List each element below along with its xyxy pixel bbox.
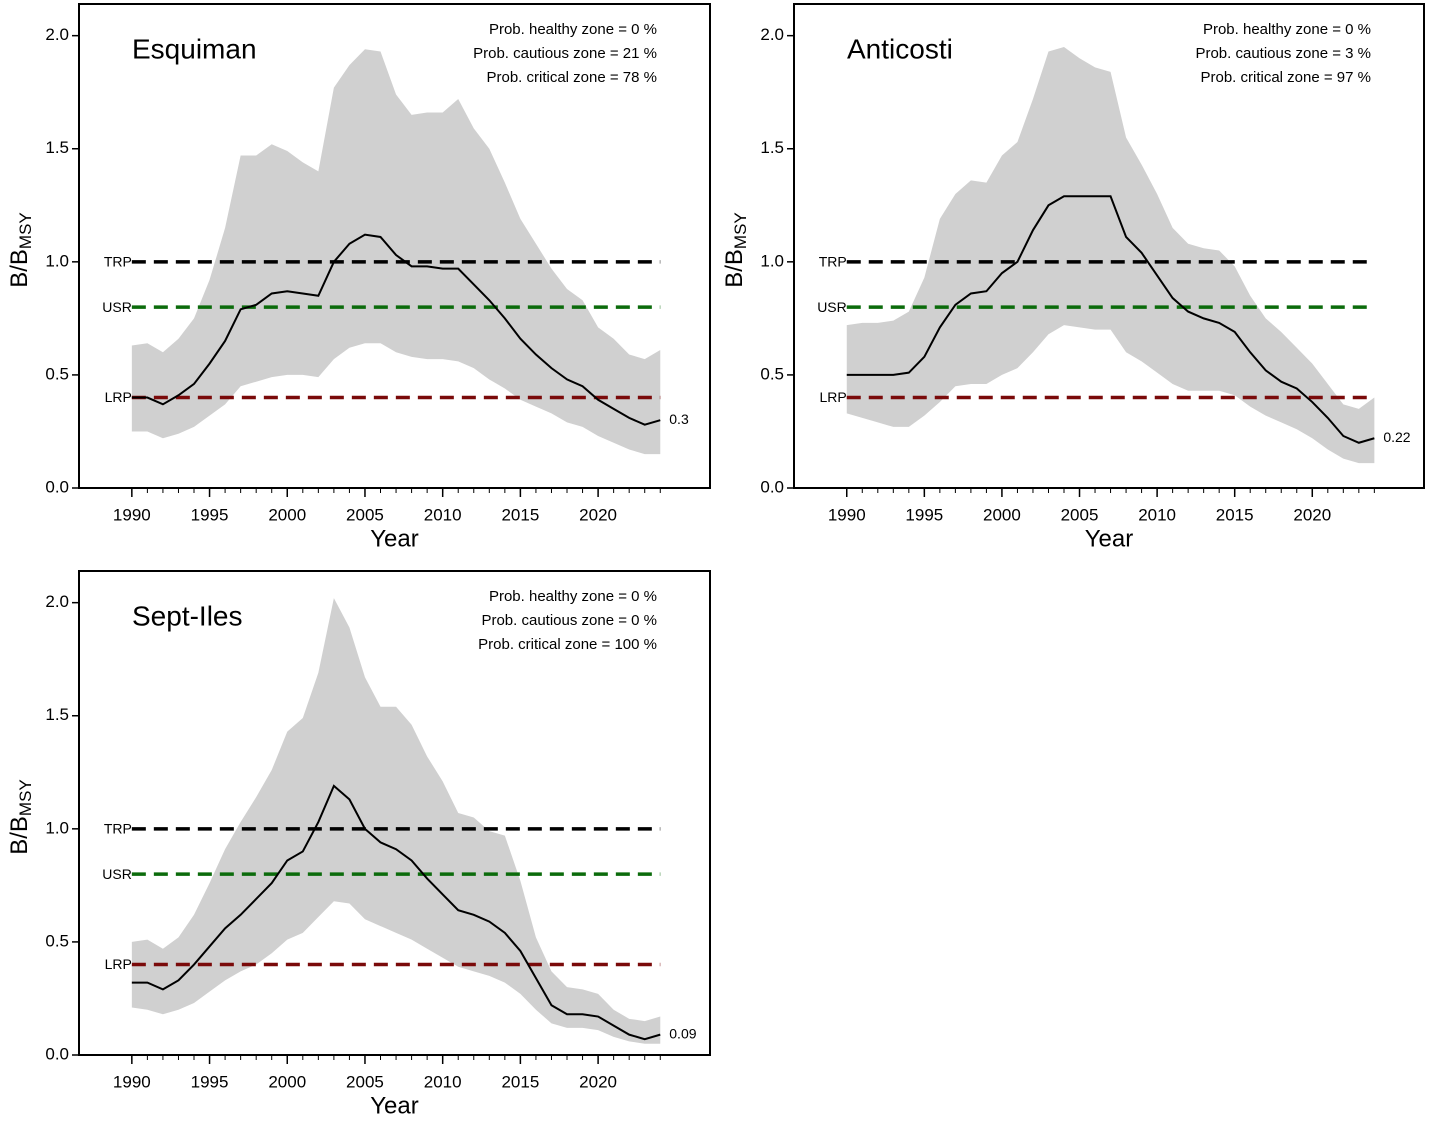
plot-frame — [793, 3, 1425, 489]
zone-probability: Prob. cautious zone = 21 % — [473, 45, 657, 62]
x-tick-label: 2020 — [579, 1072, 617, 1091]
end-label: 0.3 — [669, 411, 689, 427]
y-tick-label: 0.5 — [45, 931, 69, 950]
panel: TRP USR LRP 0.09 0.0 0.5 1.0 1.5 2.0 1990 1995 2000… — [6, 570, 711, 1119]
plot-frame — [78, 570, 711, 1056]
y-axis-label: B/BMSY — [721, 212, 750, 288]
x-axis-label: Year — [1085, 525, 1134, 552]
x-tick-label: 2005 — [1061, 505, 1099, 524]
plot-frame — [78, 3, 711, 489]
y-tick-label: 1.5 — [760, 138, 784, 157]
x-tick-label: 1990 — [113, 505, 151, 524]
x-tick-label: 2010 — [1138, 505, 1176, 524]
y-tick-label: 0.0 — [760, 477, 784, 496]
panel-title: Anticosti — [847, 33, 953, 64]
zone-probability: Prob. healthy zone = 0 % — [489, 588, 657, 605]
reference-label: USR — [817, 299, 847, 315]
y-axis-label-main: B/B — [6, 249, 33, 288]
y-tick-label: 2.0 — [45, 592, 69, 611]
x-tick-label: 1995 — [191, 505, 229, 524]
y-axis-label-main: B/B — [6, 816, 33, 855]
x-tick-label: 2010 — [424, 1072, 462, 1091]
x-tick-label: 1995 — [905, 505, 943, 524]
y-tick-label: 1.0 — [45, 251, 69, 270]
uncertainty-band — [131, 49, 661, 455]
y-axis-label-sub: MSY — [16, 779, 35, 816]
x-tick-label: 1995 — [191, 1072, 229, 1091]
x-tick-label: 2020 — [579, 505, 617, 524]
reference-label: TRP — [819, 254, 847, 270]
y-tick-label: 1.0 — [45, 818, 69, 837]
x-tick-label: 1990 — [113, 1072, 151, 1091]
x-tick-label: 2000 — [268, 1072, 306, 1091]
y-axis-label-sub: MSY — [731, 212, 750, 249]
zone-probability: Prob. critical zone = 100 % — [478, 636, 657, 653]
reference-label: TRP — [104, 254, 132, 270]
reference-label: USR — [102, 866, 132, 882]
uncertainty-band — [131, 598, 661, 1044]
reference-label: TRP — [104, 821, 132, 837]
zone-probability: Prob. cautious zone = 3 % — [1195, 45, 1371, 62]
reference-label: USR — [102, 299, 132, 315]
y-axis-label-sub: MSY — [16, 212, 35, 249]
y-tick-label: 2.0 — [760, 25, 784, 44]
zone-probability: Prob. cautious zone = 0 % — [481, 612, 657, 629]
uncertainty-band — [846, 46, 1375, 464]
x-tick-label: 2000 — [983, 505, 1021, 524]
y-tick-label: 1.5 — [45, 138, 69, 157]
x-tick-label: 2015 — [501, 1072, 539, 1091]
y-tick-label: 2.0 — [45, 25, 69, 44]
y-axis-label: B/BMSY — [6, 779, 35, 855]
end-label: 0.09 — [669, 1025, 696, 1041]
panel-title: Esquiman — [132, 33, 257, 64]
zone-probability: Prob. healthy zone = 0 % — [489, 21, 657, 38]
median-line — [846, 195, 1375, 444]
x-tick-label: 1990 — [828, 505, 866, 524]
zone-probability: Prob. critical zone = 97 % — [1200, 69, 1371, 86]
x-tick-label: 2010 — [424, 505, 462, 524]
median-line — [131, 233, 661, 426]
y-tick-label: 0.5 — [45, 364, 69, 383]
y-tick-label: 1.5 — [45, 705, 69, 724]
x-tick-label: 2005 — [346, 505, 384, 524]
x-tick-label: 2015 — [501, 505, 539, 524]
zone-probability: Prob. healthy zone = 0 % — [1203, 21, 1371, 38]
x-tick-label: 2015 — [1216, 505, 1254, 524]
y-tick-label: 0.0 — [45, 477, 69, 496]
panel: TRP USR LRP 0.3 0.0 0.5 1.0 1.5 2.0 1990 1995 2000 2… — [6, 3, 711, 552]
y-tick-label: 0.0 — [45, 1044, 69, 1063]
x-tick-label: 2020 — [1293, 505, 1331, 524]
x-tick-label: 2000 — [268, 505, 306, 524]
reference-label: LRP — [105, 389, 132, 405]
zone-probability: Prob. critical zone = 78 % — [486, 69, 657, 86]
x-axis-label: Year — [370, 525, 419, 552]
reference-label: LRP — [105, 956, 132, 972]
x-tick-label: 2005 — [346, 1072, 384, 1091]
x-axis-label: Year — [370, 1092, 419, 1119]
panel: TRP USR LRP 0.22 0.0 0.5 1.0 1.5 2.0 1990 1995 2000… — [721, 3, 1425, 552]
y-tick-label: 1.0 — [760, 251, 784, 270]
y-axis-label-main: B/B — [721, 249, 748, 288]
reference-label: LRP — [820, 389, 847, 405]
end-label: 0.22 — [1383, 429, 1410, 445]
panel-title: Sept-Iles — [132, 600, 243, 631]
y-axis-label: B/BMSY — [6, 212, 35, 288]
median-line — [131, 784, 661, 1041]
y-tick-label: 0.5 — [760, 364, 784, 383]
